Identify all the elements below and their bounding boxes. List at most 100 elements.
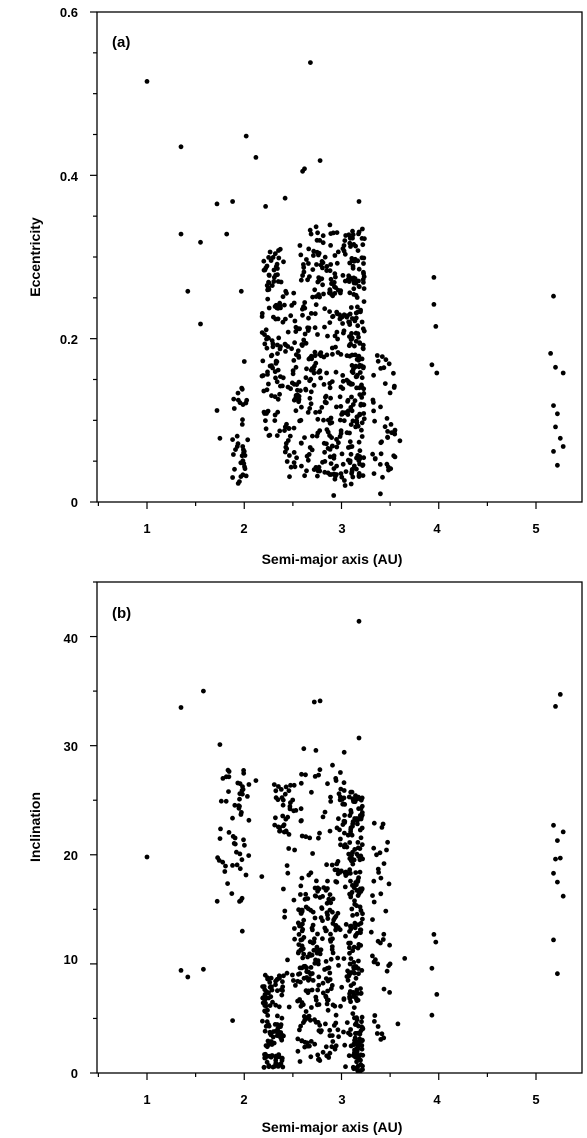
data-point: [343, 469, 349, 474]
data-point: [359, 395, 365, 400]
data-point: [341, 418, 347, 424]
data-point: [244, 397, 250, 403]
data-point: [277, 825, 283, 830]
data-point: [350, 883, 355, 888]
data-point: [281, 822, 287, 828]
data-point: [312, 774, 318, 779]
data-point: [379, 354, 385, 359]
data-point: [280, 375, 286, 381]
data-point: [334, 404, 339, 410]
data-point: [263, 1003, 269, 1009]
data-point: [350, 948, 356, 954]
data-point: [314, 262, 319, 267]
data-point: [361, 391, 367, 396]
data-point: [338, 404, 344, 409]
data-point: [262, 972, 268, 978]
data-point: [355, 1042, 361, 1048]
data-point: [555, 971, 560, 977]
data-point: [283, 784, 289, 790]
data-point: [343, 933, 348, 939]
data-point: [259, 311, 265, 316]
data-point: [286, 832, 292, 837]
data-point: [349, 331, 354, 336]
data-point: [245, 437, 251, 443]
data-point: [342, 478, 347, 483]
data-point: [260, 358, 266, 364]
data-point: [282, 908, 288, 914]
data-point: [347, 961, 353, 967]
data-point: [313, 465, 319, 470]
data-point: [349, 369, 355, 374]
data-point: [269, 352, 275, 358]
data-point: [350, 821, 356, 827]
data-point: [222, 869, 228, 874]
data-point: [355, 877, 361, 883]
data-point: [217, 836, 223, 841]
data-point: [351, 981, 357, 986]
data-point: [348, 305, 354, 310]
data-point: [370, 953, 375, 959]
data-point: [553, 856, 558, 862]
data-point: [332, 284, 337, 290]
data-point: [305, 457, 311, 463]
data-point: [325, 988, 330, 994]
data-point: [279, 1037, 285, 1043]
data-point: [327, 268, 333, 274]
data-point: [264, 345, 270, 351]
data-point: [560, 444, 566, 449]
data-point: [355, 845, 361, 851]
data-point: [260, 373, 266, 378]
data-point: [266, 255, 271, 260]
data-point: [351, 960, 357, 965]
data-point: [320, 1049, 326, 1055]
data-point: [225, 881, 231, 886]
data-point: [309, 1005, 314, 1010]
data-point: [264, 263, 270, 269]
data-point: [381, 861, 387, 866]
data-point: [269, 363, 274, 368]
data-point: [320, 936, 325, 942]
data-point: [358, 853, 364, 859]
data-point: [352, 920, 358, 926]
data-point: [347, 290, 353, 296]
data-point: [266, 273, 272, 278]
data-point: [327, 381, 333, 386]
data-point: [339, 474, 345, 480]
data-point: [397, 438, 403, 444]
data-point: [333, 473, 338, 479]
data-point: [323, 1044, 329, 1050]
data-point: [286, 1004, 292, 1010]
data-point: [292, 936, 297, 942]
data-point: [327, 454, 333, 460]
data-point: [317, 1022, 323, 1028]
data-point: [218, 798, 224, 804]
data-point: [270, 341, 276, 347]
data-point: [301, 975, 307, 981]
data-point: [265, 1013, 271, 1018]
data-point: [317, 830, 322, 836]
data-point: [230, 199, 236, 204]
data-point: [359, 420, 365, 426]
data-point: [308, 401, 314, 407]
data-point: [295, 1036, 301, 1042]
data-point: [307, 939, 313, 945]
data-point: [330, 230, 336, 236]
data-point: [271, 782, 277, 787]
data-point: [333, 1012, 339, 1018]
data-point: [272, 412, 278, 418]
data-point: [339, 314, 345, 320]
data-point: [267, 432, 273, 438]
data-point: [292, 847, 297, 853]
data-point: [328, 931, 333, 937]
data-point: [356, 458, 362, 464]
data-point: [281, 1033, 286, 1039]
data-point: [328, 956, 334, 962]
data-point: [353, 330, 359, 336]
data-point: [284, 863, 290, 868]
data-point: [304, 366, 309, 372]
data-point: [361, 255, 367, 261]
data-point: [429, 1012, 435, 1018]
data-point: [327, 320, 333, 325]
data-point: [309, 971, 315, 976]
data-point: [234, 862, 240, 868]
